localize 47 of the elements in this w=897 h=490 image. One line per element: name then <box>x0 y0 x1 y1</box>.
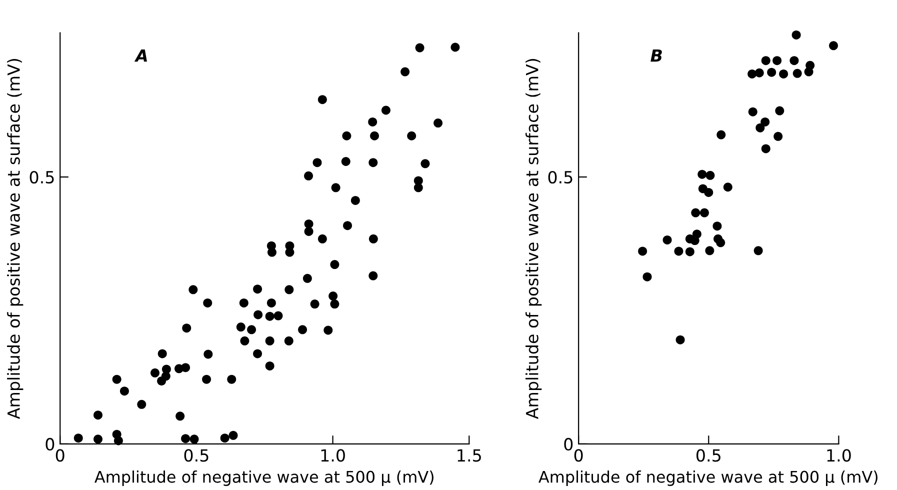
x-axis-title: Amplitude of negative wave at 500 μ (mV) <box>94 470 434 486</box>
point <box>774 132 783 141</box>
x-tick-label: 1.0 <box>321 449 345 462</box>
point <box>748 107 758 116</box>
point <box>698 170 707 179</box>
point <box>676 335 685 344</box>
point <box>792 30 801 40</box>
y-axis-title: Amplitude of positive wave at surface (mV) <box>526 59 542 420</box>
point <box>704 188 714 197</box>
point <box>723 182 732 192</box>
point <box>705 246 714 256</box>
x-tick-label: 0.5 <box>184 449 208 462</box>
point <box>761 56 770 66</box>
x-tick-label: 0.5 <box>696 449 720 462</box>
point <box>642 272 652 282</box>
point <box>706 170 715 180</box>
x-axis-title: Amplitude of negative wave at 500 μ (mV) <box>538 470 878 486</box>
point <box>638 246 648 256</box>
x-tick-label: 0 <box>56 449 64 462</box>
point <box>767 68 776 77</box>
point <box>756 123 765 132</box>
point <box>700 208 709 218</box>
point <box>760 117 770 126</box>
point <box>712 222 722 231</box>
point <box>754 246 763 256</box>
text: B <box>650 49 662 62</box>
point <box>685 247 694 256</box>
point <box>804 67 814 76</box>
point <box>761 144 770 154</box>
point <box>828 41 838 50</box>
point <box>691 208 700 218</box>
point <box>748 69 757 78</box>
x-tick-label: 1.0 <box>827 449 851 462</box>
text: A <box>134 49 147 62</box>
x-tick-label: 0 <box>574 449 583 462</box>
point <box>674 246 684 256</box>
point <box>716 130 726 140</box>
point <box>662 235 672 244</box>
y-axis-title: Amplitude of positive wave at surface (mV) <box>7 59 24 420</box>
point <box>779 69 788 78</box>
point <box>790 56 799 66</box>
point <box>772 56 782 66</box>
point <box>775 106 784 116</box>
point <box>716 238 726 248</box>
point <box>792 68 802 78</box>
x-tick-label: 1.5 <box>458 449 481 462</box>
point <box>754 68 764 78</box>
